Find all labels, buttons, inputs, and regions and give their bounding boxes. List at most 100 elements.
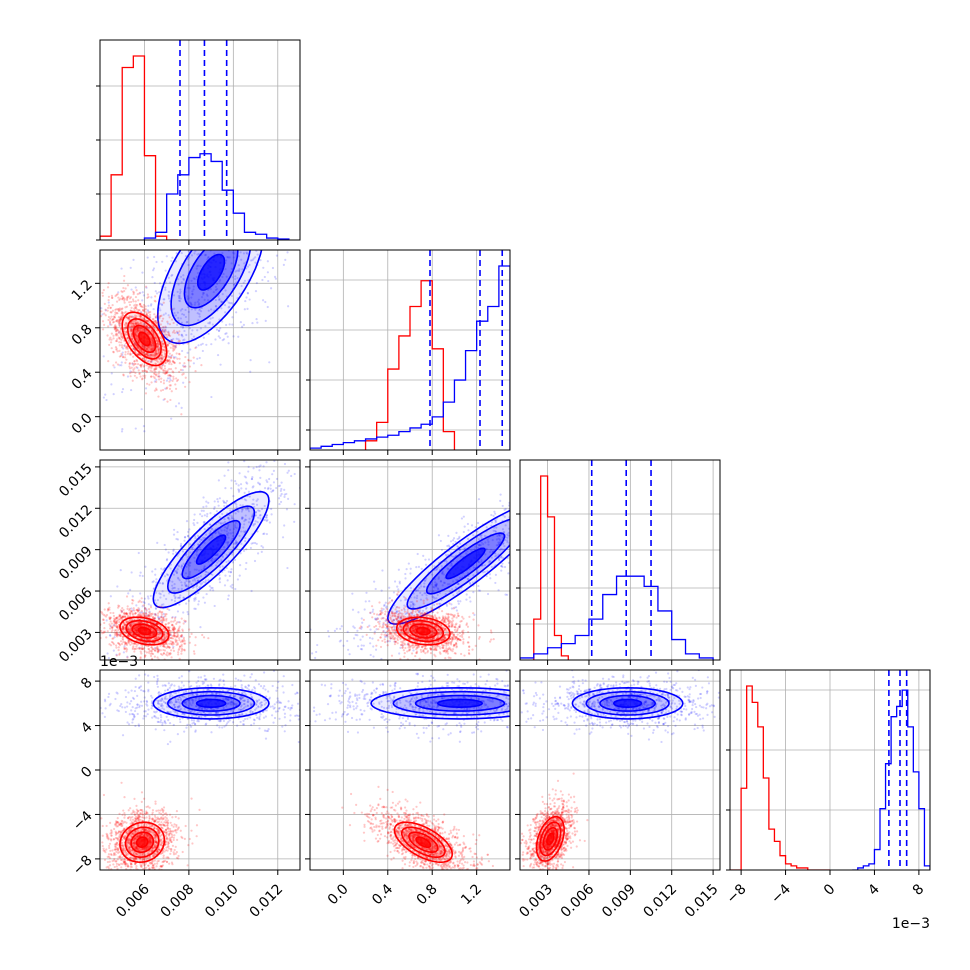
red-point: [157, 348, 160, 351]
blue-point: [278, 163, 280, 165]
red-point: [140, 637, 144, 640]
blue-point: [109, 634, 112, 637]
red-point: [152, 340, 155, 343]
red-point: [173, 617, 177, 620]
blue-density: [197, 254, 225, 290]
red-point: [163, 638, 166, 641]
blue-point: [211, 246, 213, 248]
blue-point: [202, 536, 205, 540]
blue-point: [195, 577, 199, 580]
blue-point: [187, 530, 190, 533]
blue-point: [201, 349, 204, 353]
blue-point: [473, 613, 476, 616]
blue-point: [219, 522, 222, 525]
blue-point: [259, 183, 261, 185]
red-point: [118, 324, 121, 327]
red-point: [132, 642, 135, 645]
blue-point: [409, 611, 412, 614]
red-point: [116, 625, 119, 628]
red-point: [163, 632, 166, 635]
blue-point: [271, 183, 273, 185]
red-point: [134, 306, 137, 310]
red-point: [94, 627, 96, 629]
blue-point: [250, 477, 254, 481]
blue-point: [170, 355, 173, 358]
blue-point: [513, 542, 515, 544]
blue-point: [251, 513, 254, 516]
red-point: [175, 352, 178, 355]
red-point: [136, 304, 139, 307]
blue-point: [211, 246, 213, 248]
blue-point: [259, 517, 262, 520]
blue-point: [256, 498, 259, 501]
blue-point: [173, 311, 176, 315]
blue-point: [190, 582, 193, 586]
red-point: [127, 627, 130, 630]
blue-point: [457, 537, 461, 540]
histogram-red: [100, 55, 178, 240]
blue-point: [202, 496, 205, 499]
blue-point: [205, 343, 208, 346]
red-point: [127, 634, 130, 637]
red-point: [128, 628, 131, 631]
blue-point: [248, 225, 250, 227]
red-point: [150, 347, 153, 350]
red-point: [122, 374, 125, 377]
blue-point: [279, 210, 281, 212]
blue-point: [155, 260, 158, 264]
red-point: [125, 347, 128, 350]
red-point: [152, 344, 156, 347]
red-point: [119, 330, 122, 333]
blue-point: [158, 375, 161, 378]
red-point: [113, 629, 117, 632]
red-point: [172, 375, 175, 378]
red-point: [97, 627, 99, 629]
red-point: [128, 619, 132, 622]
red-point: [139, 315, 142, 318]
blue-point: [258, 482, 261, 485]
red-point: [165, 371, 168, 374]
red-point: [152, 341, 155, 344]
blue-point: [217, 295, 220, 298]
blue-point: [237, 335, 240, 338]
blue-point: [222, 522, 225, 525]
red-point: [201, 633, 204, 637]
red-point: [157, 351, 161, 354]
blue-point: [216, 282, 219, 286]
blue-point: [119, 569, 122, 572]
red-point: [175, 377, 178, 380]
blue-point: [284, 169, 286, 171]
red-point: [153, 632, 157, 635]
red-point: [116, 320, 119, 323]
blue-point: [242, 453, 244, 455]
blue-point: [238, 534, 241, 537]
blue-point: [217, 530, 220, 533]
red-point: [171, 627, 174, 630]
blue-point: [196, 592, 199, 595]
red-point: [120, 316, 123, 320]
blue-point: [229, 302, 232, 305]
red-point: [107, 602, 110, 605]
blue-point: [220, 307, 223, 310]
blue-point: [211, 573, 214, 576]
blue-point: [109, 595, 112, 598]
blue-point: [188, 570, 192, 574]
red-point: [137, 609, 141, 612]
blue-point: [192, 234, 194, 236]
blue-point: [207, 501, 210, 504]
red-point: [151, 647, 155, 650]
blue-point: [196, 215, 198, 217]
blue-point: [141, 574, 144, 578]
blue-point: [193, 568, 196, 571]
red-point: [121, 314, 125, 317]
blue-point: [147, 603, 150, 606]
blue-point: [251, 515, 254, 518]
red-point: [133, 642, 136, 645]
red-point: [169, 356, 172, 359]
red-point: [163, 633, 166, 637]
blue-point: [447, 568, 450, 571]
red-point: [157, 348, 160, 351]
red-point: [188, 381, 191, 384]
blue-point: [272, 481, 276, 484]
blue-point: [249, 546, 252, 550]
